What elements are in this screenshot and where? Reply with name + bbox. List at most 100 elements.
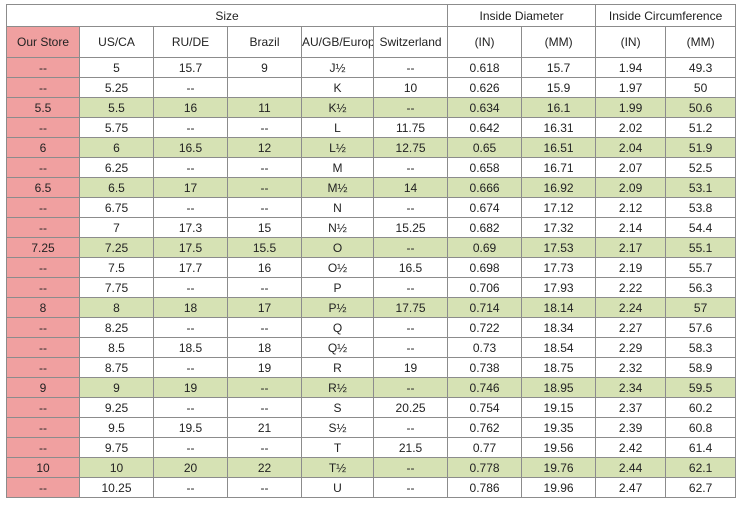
cell-circumference-in: 2.37 (595, 397, 667, 418)
diameter-group-header: Inside Diameter (447, 4, 597, 27)
cell-diameter-in: 0.77 (447, 437, 523, 458)
cell-au-gb-europe: T (301, 437, 374, 458)
cell-circumference-mm: 52.5 (665, 157, 737, 178)
cell-ru-de: -- (153, 437, 228, 458)
cell-diameter-mm: 16.92 (521, 177, 597, 198)
table-row: 6 6 16.5 12 L½ 12.75 0.65 16.51 2.04 51.9 (6, 137, 737, 158)
cell-diameter-in: 0.73 (447, 337, 523, 358)
cell-our-store: -- (6, 337, 80, 358)
cell-au-gb-europe: K (301, 77, 374, 98)
col-header-circumference-mm: (MM) (665, 26, 737, 58)
cell-circumference-in: 2.17 (595, 237, 667, 258)
table-row: -- 6.75 -- -- N -- 0.674 17.12 2.12 53.8 (6, 197, 737, 218)
cell-diameter-mm: 19.56 (521, 437, 597, 458)
cell-circumference-mm: 50.6 (665, 97, 737, 118)
cell-circumference-mm: 53.1 (665, 177, 737, 198)
cell-switzerland: -- (372, 337, 449, 358)
cell-diameter-in: 0.738 (447, 357, 523, 378)
cell-us-ca: 5 (79, 57, 154, 78)
cell-ru-de: -- (153, 317, 228, 338)
cell-circumference-mm: 55.1 (665, 237, 737, 258)
cell-our-store: -- (6, 357, 80, 378)
cell-us-ca: 10 (79, 457, 154, 478)
cell-diameter-mm: 16.71 (521, 157, 597, 178)
cell-circumference-in: 2.32 (595, 357, 667, 378)
cell-switzerland: 11.75 (372, 117, 449, 138)
cell-diameter-in: 0.746 (447, 377, 523, 398)
col-header-ru-de: RU/DE (153, 26, 228, 58)
cell-switzerland: 20.25 (372, 397, 449, 418)
cell-circumference-in: 2.47 (595, 477, 667, 498)
cell-switzerland: -- (372, 97, 449, 118)
cell-our-store: -- (6, 57, 80, 78)
cell-ru-de: 15.7 (153, 57, 228, 78)
cell-au-gb-europe: K½ (301, 97, 374, 118)
table-row: -- 8.25 -- -- Q -- 0.722 18.34 2.27 57.6 (6, 317, 737, 338)
cell-ru-de: 18.5 (153, 337, 228, 358)
cell-au-gb-europe: P½ (301, 297, 374, 318)
cell-circumference-mm: 54.4 (665, 217, 737, 238)
cell-au-gb-europe: R (301, 357, 374, 378)
cell-our-store: 5.5 (6, 97, 80, 118)
cell-diameter-in: 0.666 (447, 177, 523, 198)
cell-circumference-in: 1.97 (595, 77, 667, 98)
cell-circumference-in: 2.07 (595, 157, 667, 178)
cell-diameter-mm: 17.53 (521, 237, 597, 258)
cell-brazil: -- (227, 197, 302, 218)
table-row: -- 7.5 17.7 16 O½ 16.5 0.698 17.73 2.19 55.7 (6, 257, 737, 278)
cell-us-ca: 7.25 (79, 237, 154, 258)
cell-brazil: -- (227, 397, 302, 418)
cell-circumference-mm: 56.3 (665, 277, 737, 298)
cell-diameter-in: 0.698 (447, 257, 523, 278)
cell-ru-de: 17.7 (153, 257, 228, 278)
cell-diameter-mm: 18.75 (521, 357, 597, 378)
cell-circumference-in: 2.24 (595, 297, 667, 318)
cell-au-gb-europe: U (301, 477, 374, 498)
cell-circumference-mm: 57.6 (665, 317, 737, 338)
cell-ru-de: -- (153, 397, 228, 418)
cell-brazil: 17 (227, 297, 302, 318)
cell-switzerland: 19 (372, 357, 449, 378)
cell-circumference-mm: 55.7 (665, 257, 737, 278)
cell-ru-de: -- (153, 77, 228, 98)
cell-us-ca: 6 (79, 137, 154, 158)
ring-size-table: Size Inside Diameter Inside Circumferenc… (5, 4, 737, 498)
cell-circumference-in: 2.27 (595, 317, 667, 338)
table-body: -- 5 15.7 9 J½ -- 0.618 15.7 1.94 49.3 -- 5.25 -- K 10… (6, 57, 737, 498)
cell-au-gb-europe: P (301, 277, 374, 298)
table-row: -- 7 17.3 15 N½ 15.25 0.682 17.32 2.14 54.4 (6, 217, 737, 238)
cell-diameter-in: 0.754 (447, 397, 523, 418)
table-row: -- 5.75 -- -- L 11.75 0.642 16.31 2.02 51.2 (6, 117, 737, 138)
cell-our-store: -- (6, 397, 80, 418)
cell-our-store: -- (6, 117, 80, 138)
cell-au-gb-europe: S (301, 397, 374, 418)
cell-ru-de: 19.5 (153, 417, 228, 438)
cell-brazil: 15.5 (227, 237, 302, 258)
cell-diameter-mm: 15.7 (521, 57, 597, 78)
cell-au-gb-europe: J½ (301, 57, 374, 78)
table-row: -- 7.75 -- -- P -- 0.706 17.93 2.22 56.3 (6, 277, 737, 298)
cell-our-store: -- (6, 317, 80, 338)
cell-switzerland: 12.75 (372, 137, 449, 158)
cell-switzerland: -- (372, 317, 449, 338)
table-row: 7.25 7.25 17.5 15.5 O -- 0.69 17.53 2.17 55.1 (6, 237, 737, 258)
cell-diameter-in: 0.618 (447, 57, 523, 78)
cell-diameter-mm: 17.93 (521, 277, 597, 298)
cell-diameter-in: 0.634 (447, 97, 523, 118)
cell-us-ca: 5.25 (79, 77, 154, 98)
cell-us-ca: 10.25 (79, 477, 154, 498)
cell-au-gb-europe: S½ (301, 417, 374, 438)
cell-switzerland: 16.5 (372, 257, 449, 278)
cell-us-ca: 6.25 (79, 157, 154, 178)
cell-diameter-mm: 17.32 (521, 217, 597, 238)
cell-our-store: -- (6, 477, 80, 498)
cell-brazil: -- (227, 377, 302, 398)
cell-circumference-mm: 60.2 (665, 397, 737, 418)
cell-switzerland: 10 (372, 77, 449, 98)
cell-switzerland: -- (372, 197, 449, 218)
cell-ru-de: 16.5 (153, 137, 228, 158)
cell-ru-de: -- (153, 157, 228, 178)
cell-circumference-mm: 60.8 (665, 417, 737, 438)
cell-circumference-in: 2.19 (595, 257, 667, 278)
cell-circumference-in: 2.44 (595, 457, 667, 478)
